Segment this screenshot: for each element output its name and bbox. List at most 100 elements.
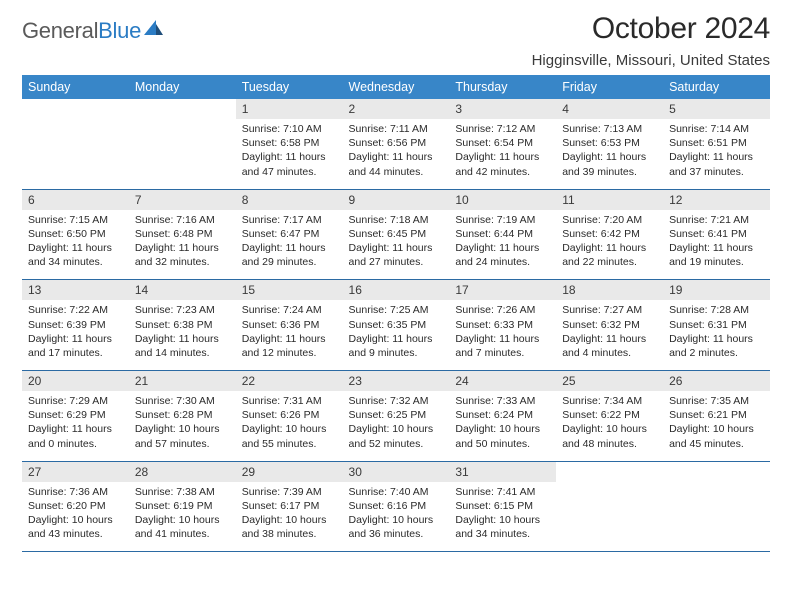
day-number: 5 <box>663 99 770 119</box>
detail-row: Sunrise: 7:36 AMSunset: 6:20 PMDaylight:… <box>22 482 770 552</box>
sunrise-line: Sunrise: 7:12 AM <box>455 122 550 136</box>
daylight-line: Daylight: 11 hours and 24 minutes. <box>455 241 550 269</box>
day-number: 1 <box>236 99 343 119</box>
day-number: 17 <box>449 280 556 301</box>
daylight-line: Daylight: 11 hours and 14 minutes. <box>135 332 230 360</box>
column-header: Thursday <box>449 75 556 99</box>
sunrise-line: Sunrise: 7:13 AM <box>562 122 657 136</box>
day-detail: Sunrise: 7:25 AMSunset: 6:35 PMDaylight:… <box>343 300 450 370</box>
logo-word1: General <box>22 18 98 43</box>
detail-row: Sunrise: 7:15 AMSunset: 6:50 PMDaylight:… <box>22 210 770 280</box>
day-number: 31 <box>449 461 556 482</box>
day-detail: Sunrise: 7:12 AMSunset: 6:54 PMDaylight:… <box>449 119 556 189</box>
day-detail: Sunrise: 7:14 AMSunset: 6:51 PMDaylight:… <box>663 119 770 189</box>
daylight-line: Daylight: 11 hours and 9 minutes. <box>349 332 444 360</box>
day-detail: Sunrise: 7:40 AMSunset: 6:16 PMDaylight:… <box>343 482 450 552</box>
day-detail: Sunrise: 7:22 AMSunset: 6:39 PMDaylight:… <box>22 300 129 370</box>
sunrise-line: Sunrise: 7:25 AM <box>349 303 444 317</box>
daylight-line: Daylight: 10 hours and 38 minutes. <box>242 513 337 541</box>
sunrise-line: Sunrise: 7:30 AM <box>135 394 230 408</box>
sunset-line: Sunset: 6:38 PM <box>135 318 230 332</box>
day-number: 16 <box>343 280 450 301</box>
sunrise-line: Sunrise: 7:39 AM <box>242 485 337 499</box>
sunrise-line: Sunrise: 7:18 AM <box>349 213 444 227</box>
sunset-line: Sunset: 6:35 PM <box>349 318 444 332</box>
daylight-line: Daylight: 10 hours and 48 minutes. <box>562 422 657 450</box>
day-detail: Sunrise: 7:41 AMSunset: 6:15 PMDaylight:… <box>449 482 556 552</box>
daylight-line: Daylight: 10 hours and 50 minutes. <box>455 422 550 450</box>
daynum-row: 6789101112 <box>22 189 770 210</box>
sunrise-line: Sunrise: 7:22 AM <box>28 303 123 317</box>
day-number: 8 <box>236 189 343 210</box>
sunrise-line: Sunrise: 7:24 AM <box>242 303 337 317</box>
day-number: 2 <box>343 99 450 119</box>
day-detail: Sunrise: 7:11 AMSunset: 6:56 PMDaylight:… <box>343 119 450 189</box>
day-detail: Sunrise: 7:30 AMSunset: 6:28 PMDaylight:… <box>129 391 236 461</box>
day-detail <box>22 119 129 189</box>
sunrise-line: Sunrise: 7:20 AM <box>562 213 657 227</box>
sunrise-line: Sunrise: 7:34 AM <box>562 394 657 408</box>
calendar-table: SundayMondayTuesdayWednesdayThursdayFrid… <box>22 75 770 552</box>
detail-row: Sunrise: 7:22 AMSunset: 6:39 PMDaylight:… <box>22 300 770 370</box>
sunrise-line: Sunrise: 7:15 AM <box>28 213 123 227</box>
daylight-line: Daylight: 11 hours and 34 minutes. <box>28 241 123 269</box>
day-detail <box>556 482 663 552</box>
day-number: 27 <box>22 461 129 482</box>
day-detail: Sunrise: 7:10 AMSunset: 6:58 PMDaylight:… <box>236 119 343 189</box>
sunset-line: Sunset: 6:24 PM <box>455 408 550 422</box>
sunrise-line: Sunrise: 7:14 AM <box>669 122 764 136</box>
sunset-line: Sunset: 6:51 PM <box>669 136 764 150</box>
day-detail <box>663 482 770 552</box>
day-detail: Sunrise: 7:24 AMSunset: 6:36 PMDaylight:… <box>236 300 343 370</box>
daylight-line: Daylight: 11 hours and 27 minutes. <box>349 241 444 269</box>
sunset-line: Sunset: 6:54 PM <box>455 136 550 150</box>
sunset-line: Sunset: 6:31 PM <box>669 318 764 332</box>
detail-row: Sunrise: 7:29 AMSunset: 6:29 PMDaylight:… <box>22 391 770 461</box>
day-number <box>22 99 129 119</box>
sunrise-line: Sunrise: 7:33 AM <box>455 394 550 408</box>
day-detail: Sunrise: 7:16 AMSunset: 6:48 PMDaylight:… <box>129 210 236 280</box>
daylight-line: Daylight: 10 hours and 41 minutes. <box>135 513 230 541</box>
day-detail: Sunrise: 7:15 AMSunset: 6:50 PMDaylight:… <box>22 210 129 280</box>
daylight-line: Daylight: 10 hours and 57 minutes. <box>135 422 230 450</box>
daylight-line: Daylight: 10 hours and 34 minutes. <box>455 513 550 541</box>
day-detail: Sunrise: 7:33 AMSunset: 6:24 PMDaylight:… <box>449 391 556 461</box>
sunset-line: Sunset: 6:19 PM <box>135 499 230 513</box>
daylight-line: Daylight: 11 hours and 7 minutes. <box>455 332 550 360</box>
day-detail: Sunrise: 7:21 AMSunset: 6:41 PMDaylight:… <box>663 210 770 280</box>
sunset-line: Sunset: 6:44 PM <box>455 227 550 241</box>
daylight-line: Daylight: 11 hours and 44 minutes. <box>349 150 444 178</box>
day-detail: Sunrise: 7:27 AMSunset: 6:32 PMDaylight:… <box>556 300 663 370</box>
day-detail: Sunrise: 7:31 AMSunset: 6:26 PMDaylight:… <box>236 391 343 461</box>
sunset-line: Sunset: 6:15 PM <box>455 499 550 513</box>
sunrise-line: Sunrise: 7:28 AM <box>669 303 764 317</box>
day-detail: Sunrise: 7:32 AMSunset: 6:25 PMDaylight:… <box>343 391 450 461</box>
day-detail: Sunrise: 7:23 AMSunset: 6:38 PMDaylight:… <box>129 300 236 370</box>
column-header: Friday <box>556 75 663 99</box>
day-number: 22 <box>236 371 343 392</box>
day-number <box>663 461 770 482</box>
day-number: 29 <box>236 461 343 482</box>
logo-word2: Blue <box>98 18 141 43</box>
sunset-line: Sunset: 6:48 PM <box>135 227 230 241</box>
sunrise-line: Sunrise: 7:35 AM <box>669 394 764 408</box>
day-detail: Sunrise: 7:35 AMSunset: 6:21 PMDaylight:… <box>663 391 770 461</box>
column-header: Tuesday <box>236 75 343 99</box>
day-number: 15 <box>236 280 343 301</box>
day-number: 18 <box>556 280 663 301</box>
sunset-line: Sunset: 6:47 PM <box>242 227 337 241</box>
sunrise-line: Sunrise: 7:17 AM <box>242 213 337 227</box>
sunrise-line: Sunrise: 7:21 AM <box>669 213 764 227</box>
sunset-line: Sunset: 6:56 PM <box>349 136 444 150</box>
logo-sail-icon <box>143 18 165 41</box>
day-detail: Sunrise: 7:20 AMSunset: 6:42 PMDaylight:… <box>556 210 663 280</box>
day-detail <box>129 119 236 189</box>
day-number: 19 <box>663 280 770 301</box>
day-number: 7 <box>129 189 236 210</box>
sunset-line: Sunset: 6:28 PM <box>135 408 230 422</box>
sunrise-line: Sunrise: 7:29 AM <box>28 394 123 408</box>
sunrise-line: Sunrise: 7:31 AM <box>242 394 337 408</box>
sunset-line: Sunset: 6:17 PM <box>242 499 337 513</box>
day-number: 26 <box>663 371 770 392</box>
daynum-row: 12345 <box>22 99 770 119</box>
